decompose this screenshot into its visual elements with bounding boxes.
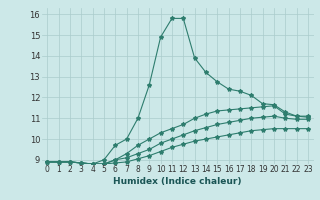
X-axis label: Humidex (Indice chaleur): Humidex (Indice chaleur) xyxy=(113,177,242,186)
